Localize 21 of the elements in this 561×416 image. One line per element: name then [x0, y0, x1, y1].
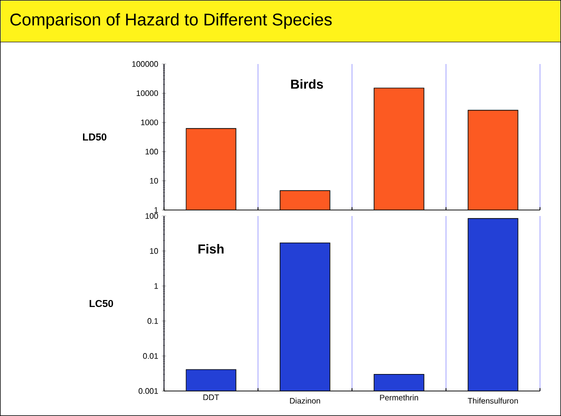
x-tick-label: DDT [203, 394, 220, 400]
y-tick-label: 0.001 [138, 388, 158, 394]
y-tick-label: 10000 [136, 90, 158, 96]
y-axis-title: LD50 [83, 133, 106, 141]
x-tick-label: Diazinon [290, 398, 320, 404]
y-tick-label: 10 [150, 248, 158, 254]
y-tick-label: 10 [150, 178, 158, 184]
y-tick-label: 1 [154, 207, 158, 213]
annotation: Birds [291, 79, 323, 89]
y-tick-label: 100 [146, 213, 158, 219]
y-tick-label: 100 [146, 148, 158, 154]
y-tick-label: 0.01 [143, 353, 158, 359]
y-tick-label: 1 [154, 283, 158, 289]
y-axis-title: LC50 [90, 300, 114, 308]
y-tick-label: 1000 [141, 120, 158, 126]
y-tick-label: 100000 [132, 61, 158, 67]
y-tick-label: 0.1 [148, 318, 158, 324]
x-tick-label: Permethrin [380, 394, 418, 400]
chart-title: Comparison of Hazard to Different Species [10, 13, 332, 29]
annotation: Fish [198, 244, 224, 254]
x-tick-label: Thifensulfuron [468, 398, 518, 404]
